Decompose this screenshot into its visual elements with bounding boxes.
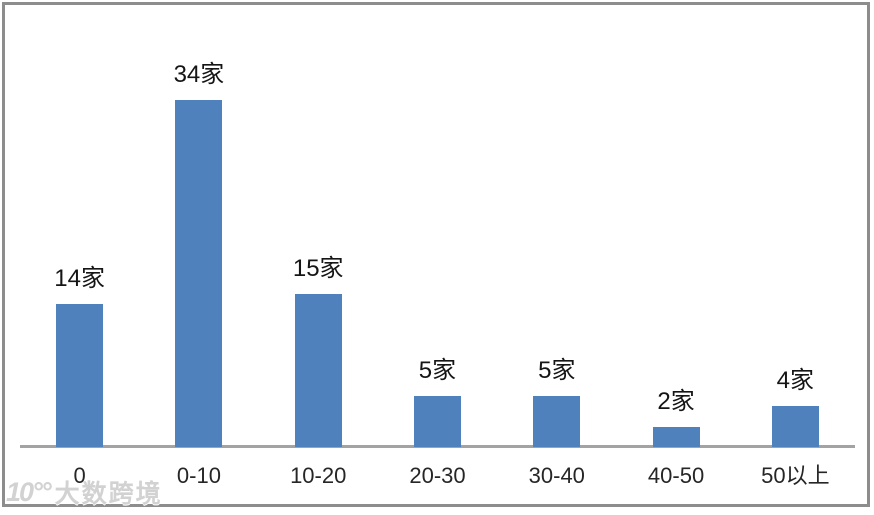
- bar: [175, 100, 223, 447]
- bar-value-label: 14家: [54, 265, 105, 293]
- bar-value-label: 5家: [418, 357, 457, 384]
- watermark-logo-icon: 10°°: [6, 476, 52, 507]
- bar: [652, 426, 700, 447]
- x-axis-tick-label: 0-10: [176, 463, 221, 488]
- x-axis-tick-label: 50以上: [761, 463, 830, 488]
- bar: [771, 406, 819, 447]
- bar-value-label: 34家: [173, 61, 225, 89]
- bar-value-label: 4家: [776, 367, 815, 395]
- bar: [414, 396, 461, 447]
- bar-value-label: 5家: [538, 357, 576, 384]
- bar: [294, 294, 342, 447]
- watermark: 10°° 大数跨境: [6, 474, 163, 510]
- x-axis-tick-label: 0: [73, 463, 86, 488]
- x-axis-tick-label: 10-20: [290, 463, 347, 488]
- bar-value-label: 15家: [292, 255, 344, 282]
- bar: [533, 396, 581, 447]
- watermark-text: 大数跨境: [54, 480, 163, 508]
- bar: [56, 304, 104, 447]
- bar-value-label: 2家: [657, 387, 695, 415]
- x-axis-tick-label: 30-40: [528, 463, 585, 488]
- x-axis-tick-label: 40-50: [647, 463, 705, 488]
- x-axis-tick-label: 20-30: [409, 463, 466, 488]
